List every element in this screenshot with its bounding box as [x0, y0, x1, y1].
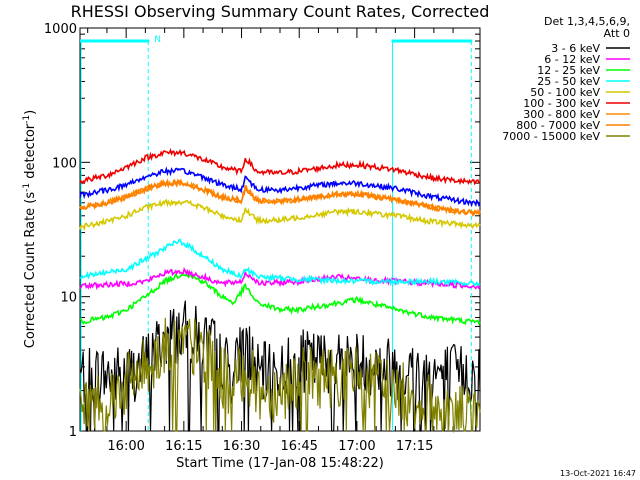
series-line-3to6keV: [79, 300, 481, 432]
series-line-12to25keV: [79, 272, 481, 326]
series-line-50to100keV: [79, 198, 481, 232]
y-tick-label: 1000: [44, 22, 77, 37]
legend-label: 6 - 12 keV: [544, 53, 600, 66]
series-layer: [79, 147, 481, 434]
series-line-100to300keV: [79, 147, 481, 186]
x-tick-label: 16:15: [165, 439, 202, 454]
legend-label: 3 - 6 keV: [551, 42, 600, 55]
legend-label: 800 - 7000 keV: [516, 119, 600, 132]
y-tick-label: 10: [60, 291, 77, 306]
chart-title: RHESSI Observing Summary Count Rates, Co…: [71, 2, 490, 21]
x-tick-label: 17:15: [396, 439, 433, 454]
legend-label: 25 - 50 keV: [537, 75, 600, 88]
x-tick-label: 16:45: [280, 439, 317, 454]
night-flag-marker: N: [154, 35, 161, 45]
legend-label: 12 - 25 keV: [537, 64, 600, 77]
legend-label: 7000 - 15000 keV: [502, 130, 600, 143]
x-axis: 16:00 16:15 16:30 16:45 17:00 17:15: [87, 28, 454, 454]
legend-label: 300 - 800 keV: [523, 108, 600, 121]
x-axis-label: Start Time (17-Jan-08 15:48:22): [176, 456, 384, 471]
legend-label: 50 - 100 keV: [530, 86, 600, 99]
legend-header-line2: Att 0: [604, 27, 630, 40]
legend-label: 100 - 300 keV: [523, 97, 600, 110]
x-tick-label: 17:00: [338, 439, 375, 454]
series-line-25to50keV: [79, 238, 481, 288]
x-tick-label: 16:30: [223, 439, 260, 454]
series-line-unnamed: [79, 166, 481, 208]
y-tick-label: 1: [69, 425, 77, 440]
x-tick-label: 16:00: [107, 439, 144, 454]
series-line-7000to15000keV: [79, 317, 481, 434]
generation-timestamp: 13-Oct-2021 16:47: [560, 469, 636, 478]
legend-header-line1: Det 1,3,4,5,6,9,: [544, 15, 630, 28]
y-tick-label: 100: [52, 156, 77, 171]
series-line-800to7000keV: [79, 178, 481, 217]
y-axis-label: Corrected Count Rate (s-1 detector-1): [22, 110, 38, 348]
